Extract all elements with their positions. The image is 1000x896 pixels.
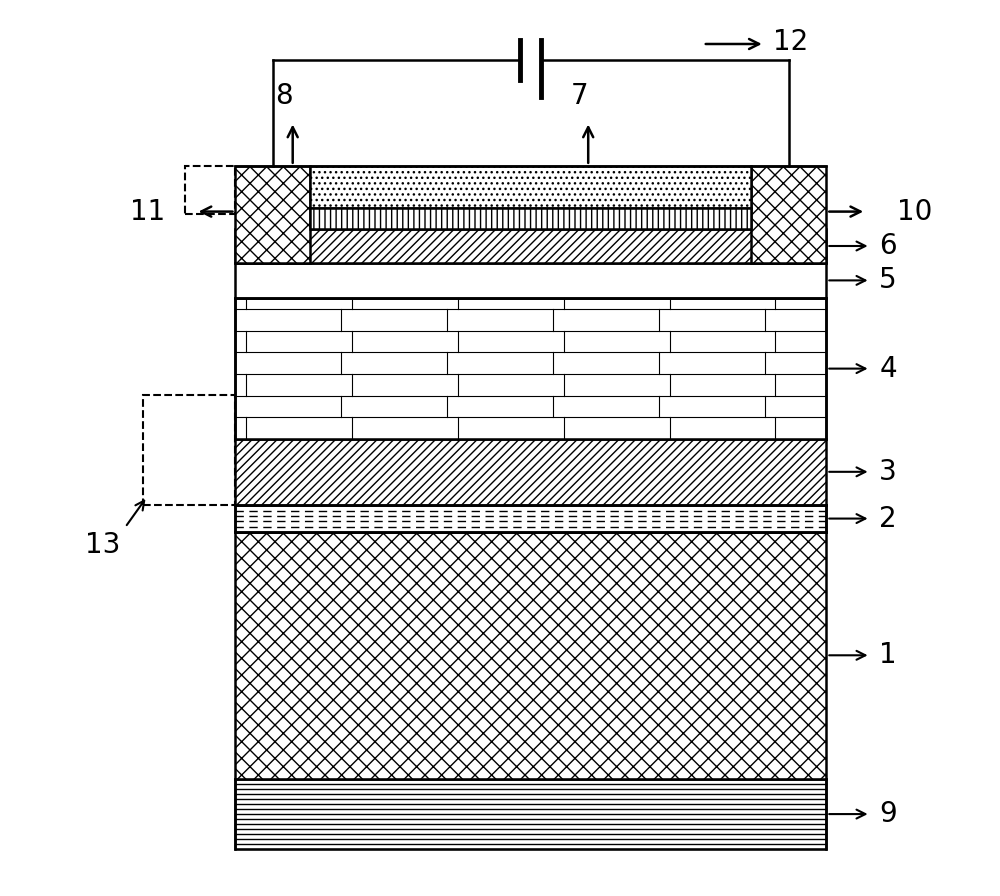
Text: 1: 1 bbox=[879, 642, 897, 669]
Text: 13: 13 bbox=[85, 531, 121, 559]
Text: 8: 8 bbox=[275, 82, 293, 110]
Bar bbox=[185, 166, 235, 214]
Text: 6: 6 bbox=[879, 232, 897, 260]
Bar bbox=[235, 229, 826, 263]
Text: 12: 12 bbox=[773, 29, 809, 56]
Bar bbox=[143, 395, 235, 505]
Bar bbox=[235, 298, 826, 439]
Text: 3: 3 bbox=[879, 458, 897, 486]
Bar bbox=[235, 166, 310, 263]
Text: 5: 5 bbox=[879, 266, 897, 295]
Bar bbox=[235, 505, 826, 532]
Text: 9: 9 bbox=[879, 800, 897, 828]
Bar bbox=[310, 166, 751, 208]
Bar bbox=[235, 779, 826, 849]
Bar bbox=[751, 166, 826, 263]
Text: 4: 4 bbox=[879, 355, 897, 383]
Bar bbox=[310, 208, 751, 229]
Bar bbox=[235, 532, 826, 779]
Text: 10: 10 bbox=[897, 198, 932, 226]
Text: 11: 11 bbox=[130, 198, 165, 226]
Bar bbox=[235, 263, 826, 298]
Bar bbox=[235, 439, 826, 505]
Text: 7: 7 bbox=[571, 82, 588, 110]
Text: 2: 2 bbox=[879, 504, 897, 532]
